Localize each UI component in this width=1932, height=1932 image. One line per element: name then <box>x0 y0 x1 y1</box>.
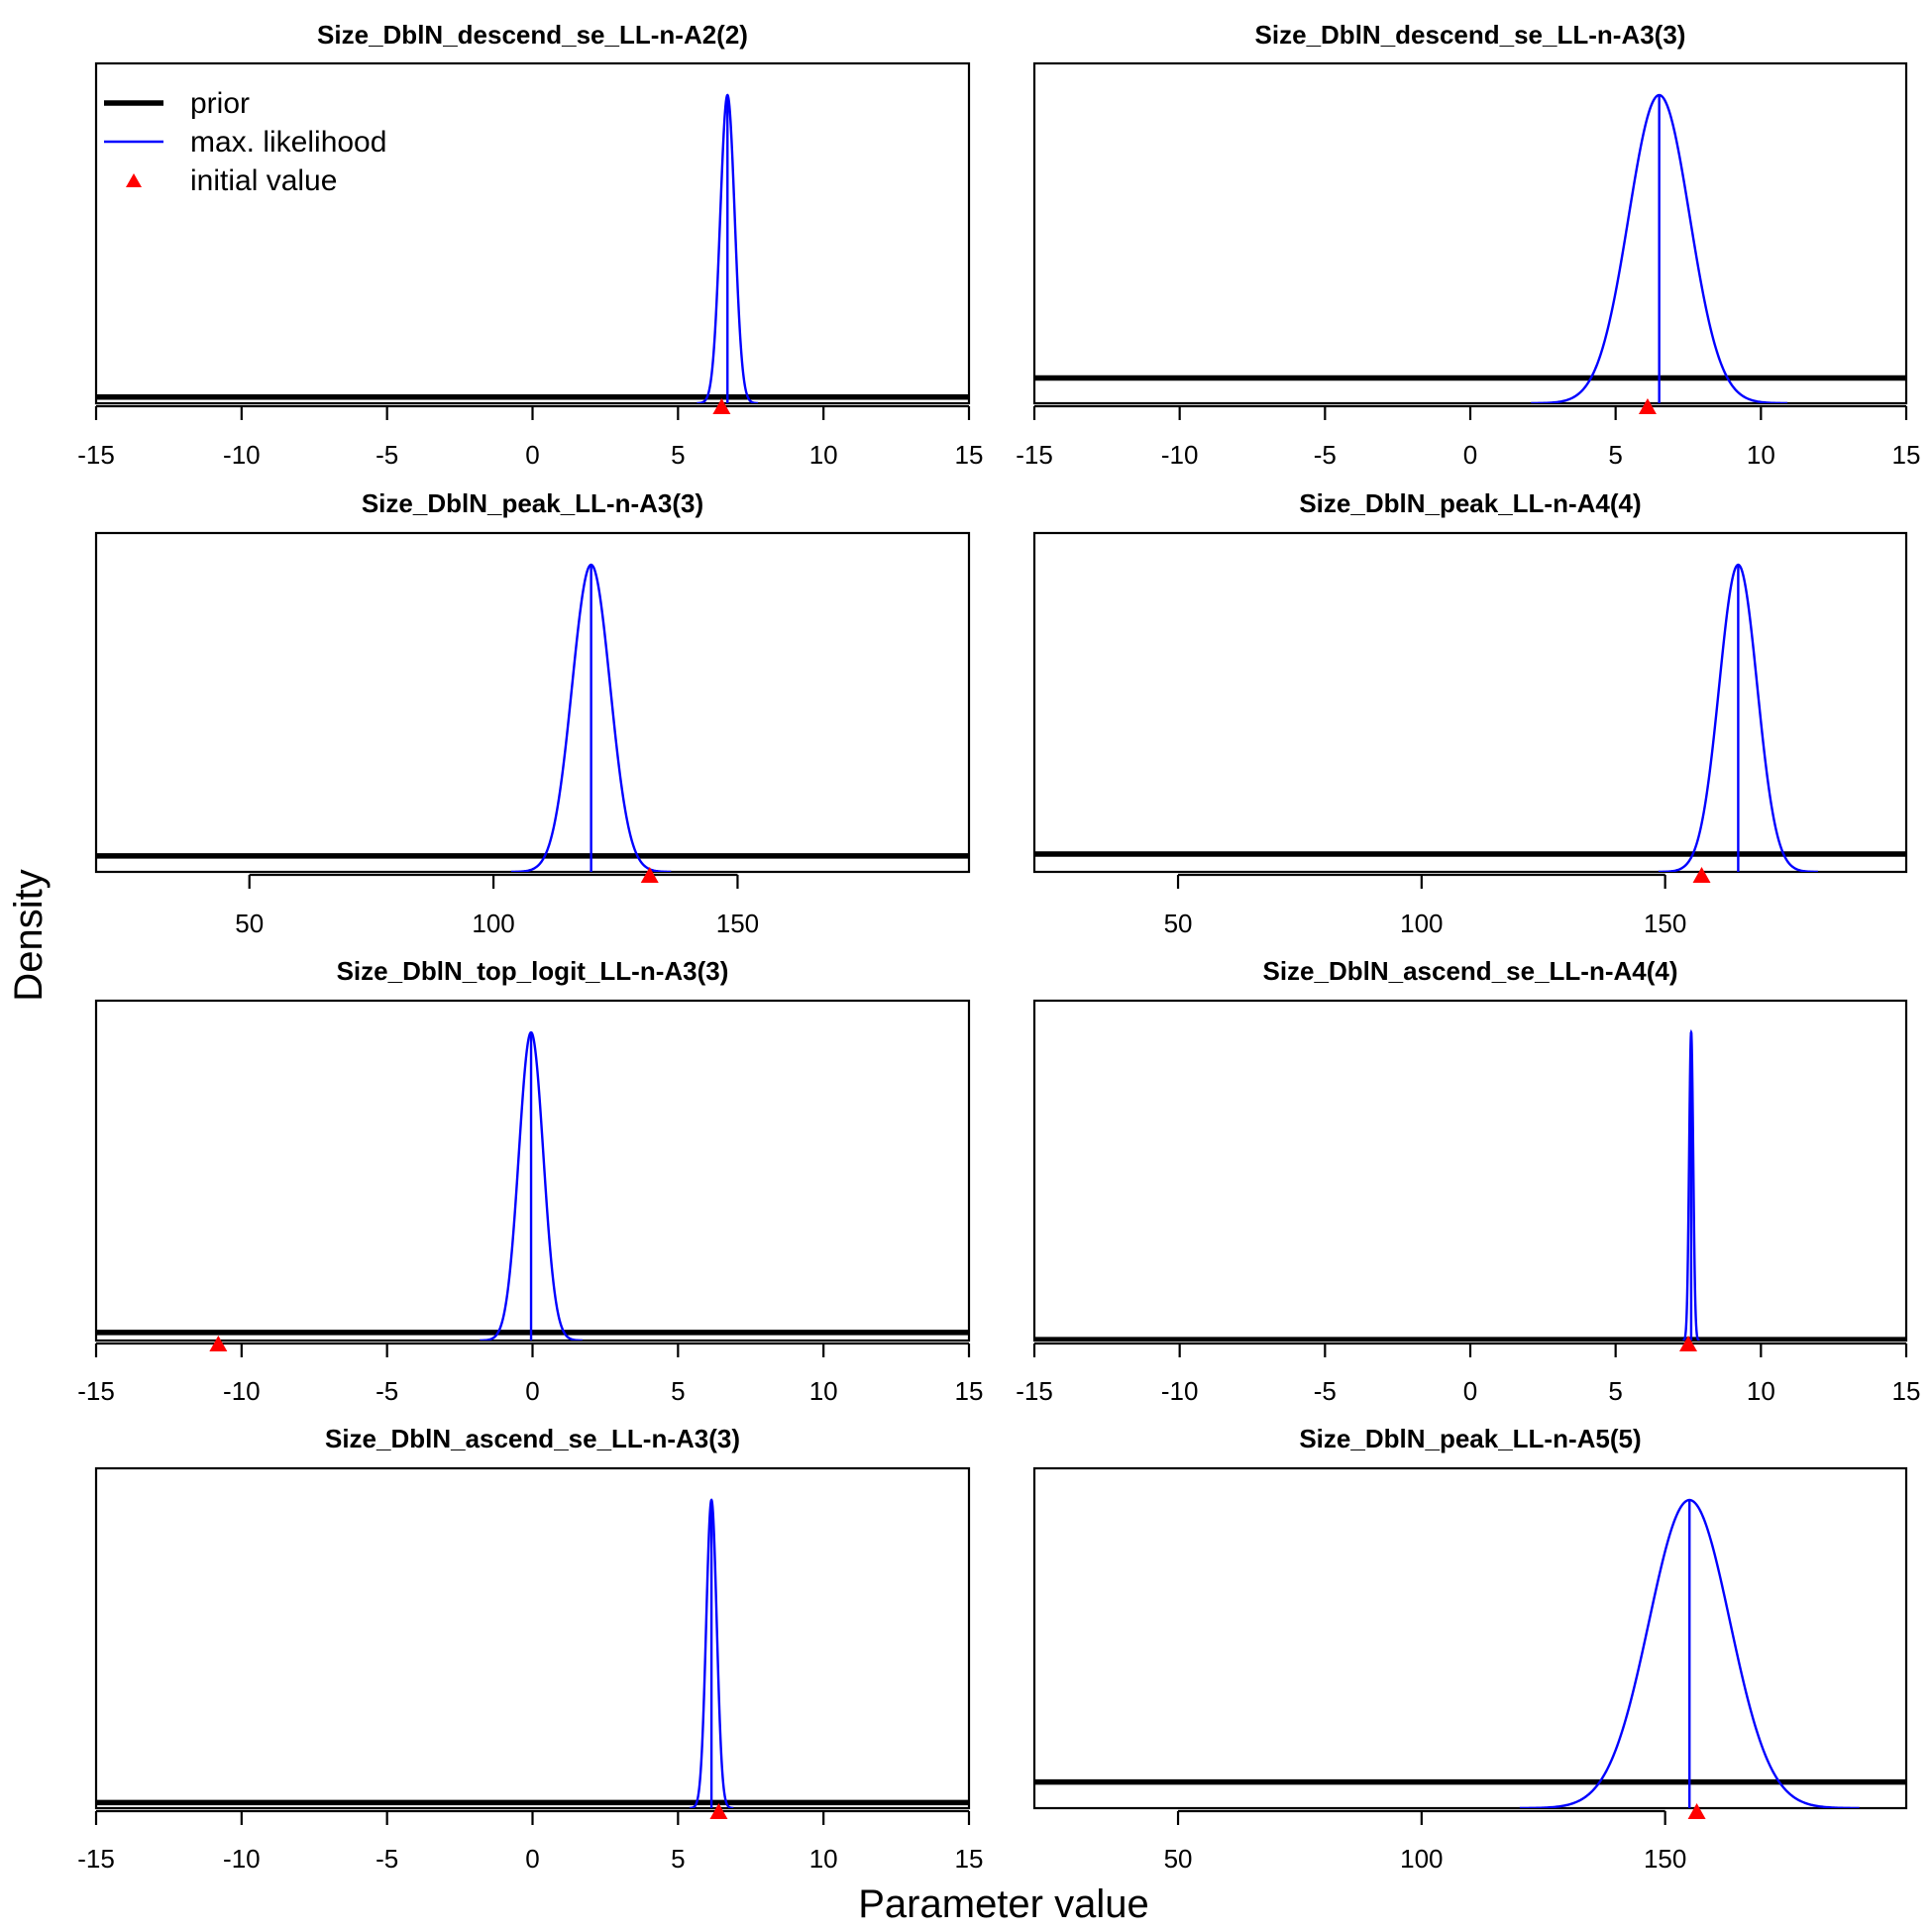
x-tick-label: 15 <box>955 440 984 470</box>
initial-value-marker <box>640 867 659 883</box>
x-tick-label: 10 <box>809 1376 838 1406</box>
panel-4: Size_DblN_peak_LL-n-A4(4) 50 100 150 <box>1032 488 1908 938</box>
x-tick-label: 50 <box>1164 1844 1193 1874</box>
plot-area <box>1034 93 1906 403</box>
x-tick-label: -5 <box>376 440 398 470</box>
x-tick-label: 15 <box>955 1376 984 1406</box>
plot-frame <box>1032 999 1908 1342</box>
x-tick-label: 0 <box>1463 440 1477 470</box>
panel-title: Size_DblN_top_logit_LL-n-A3(3) <box>337 956 729 986</box>
x-tick-label: 10 <box>1747 1376 1775 1406</box>
x-tick-label: -15 <box>1016 1376 1053 1406</box>
panel-title: Size_DblN_ascend_se_LL-n-A4(4) <box>1262 956 1677 986</box>
plot-frame <box>1032 531 1908 874</box>
plot-frame <box>94 531 971 874</box>
initial-value-marker <box>209 1336 228 1351</box>
initial-value-marker <box>1638 398 1657 414</box>
x-tick-label: 0 <box>525 1844 539 1874</box>
panel-title: Size_DblN_peak_LL-n-A5(5) <box>1299 1424 1641 1453</box>
x-tick-label: -15 <box>1016 440 1053 470</box>
plot-frame <box>1032 1466 1908 1810</box>
panels-group: Size_DblN_descend_se_LL-n-A2(2) -15 -10 -5 0… <box>77 20 1920 1874</box>
panel-6: Size_DblN_ascend_se_LL-n-A4(4) -15 -10 -5 0 5… <box>1016 956 1920 1406</box>
x-tick-label: 100 <box>1400 1844 1443 1874</box>
plot-frame <box>94 61 971 405</box>
initial-value-marker <box>709 1803 728 1819</box>
x-tick-label: 10 <box>1747 440 1775 470</box>
initial-value-marker <box>1687 1803 1706 1819</box>
plot-frame <box>94 999 971 1342</box>
x-tick-label: 100 <box>1400 909 1443 938</box>
x-tick-label: 15 <box>1892 440 1921 470</box>
x-tick-label: 10 <box>809 440 838 470</box>
x-axis-title: Parameter value <box>858 1882 1148 1926</box>
x-tick-label: -15 <box>77 1376 115 1406</box>
x-tick-label: 0 <box>525 1376 539 1406</box>
x-tick-label: -5 <box>376 1844 398 1874</box>
x-tick-label: 5 <box>1608 440 1622 470</box>
panel-title: Size_DblN_ascend_se_LL-n-A3(3) <box>325 1424 740 1453</box>
x-tick-label: 100 <box>472 909 514 938</box>
x-tick-label: 5 <box>671 440 685 470</box>
plot-area <box>96 93 969 403</box>
panel-title: Size_DblN_descend_se_LL-n-A3(3) <box>1255 20 1686 50</box>
x-tick-label: -15 <box>77 1844 115 1874</box>
x-tick-label: 0 <box>525 440 539 470</box>
panel-2: Size_DblN_descend_se_LL-n-A3(3) -15 -10 -5 0… <box>1016 20 1920 470</box>
x-tick-label: -10 <box>223 1844 261 1874</box>
x-tick-label: -5 <box>376 1376 398 1406</box>
y-axis-title: Density <box>7 869 51 1001</box>
x-tick-label: -10 <box>1161 440 1199 470</box>
plot-area <box>96 1498 969 1808</box>
x-tick-label: 150 <box>1644 1844 1686 1874</box>
panel-8: Size_DblN_peak_LL-n-A5(5) 50 100 150 <box>1032 1424 1908 1874</box>
x-tick-label: 5 <box>671 1844 685 1874</box>
x-tick-label: 5 <box>671 1376 685 1406</box>
plot-frame <box>94 1466 971 1810</box>
legend-label: initial value <box>190 164 337 197</box>
panel-title: Size_DblN_descend_se_LL-n-A2(2) <box>317 20 748 50</box>
x-tick-label: 15 <box>1892 1376 1921 1406</box>
legend-label: max. likelihood <box>190 126 386 159</box>
panel-5: Size_DblN_top_logit_LL-n-A3(3) -15 -10 -5 0 5… <box>77 956 983 1406</box>
plot-area <box>1034 1498 1906 1808</box>
initial-value-marker <box>712 398 731 414</box>
x-tick-label: -10 <box>223 1376 261 1406</box>
plot-area <box>1034 563 1906 872</box>
panel-3: Size_DblN_peak_LL-n-A3(3) 50 100 150 <box>94 488 971 938</box>
x-tick-label: -5 <box>1314 1376 1337 1406</box>
plot-frame <box>1032 61 1908 405</box>
x-tick-label: -10 <box>223 440 261 470</box>
x-tick-label: 0 <box>1463 1376 1477 1406</box>
legend-item-initial-value: initial value <box>126 164 337 197</box>
panel-7: Size_DblN_ascend_se_LL-n-A3(3) -15 -10 -5 0 5… <box>77 1424 983 1874</box>
x-tick-label: -5 <box>1314 440 1337 470</box>
x-tick-label: 5 <box>1608 1376 1622 1406</box>
x-tick-label: 50 <box>235 909 264 938</box>
panel-title: Size_DblN_peak_LL-n-A3(3) <box>362 488 703 518</box>
legend-swatch <box>126 173 142 187</box>
legend-item-prior: prior <box>104 87 250 120</box>
x-tick-label: 15 <box>955 1844 984 1874</box>
initial-value-marker <box>1692 867 1711 883</box>
plot-area <box>1034 1028 1906 1341</box>
plot-area <box>96 1030 969 1341</box>
legend-item-max-likelihood: max. likelihood <box>104 126 386 159</box>
x-tick-label: 50 <box>1164 909 1193 938</box>
x-tick-label: -10 <box>1161 1376 1199 1406</box>
legend-label: prior <box>190 87 250 120</box>
initial-value-marker <box>1679 1336 1697 1351</box>
legend: prior max. likelihood initial value <box>104 87 386 197</box>
x-tick-label: -15 <box>77 440 115 470</box>
x-tick-label: 150 <box>1644 909 1686 938</box>
x-tick-label: 150 <box>716 909 759 938</box>
panel-1: Size_DblN_descend_se_LL-n-A2(2) -15 -10 -5 0… <box>77 20 983 470</box>
plot-area <box>96 563 969 872</box>
panel-title: Size_DblN_peak_LL-n-A4(4) <box>1299 488 1641 518</box>
x-tick-label: 10 <box>809 1844 838 1874</box>
